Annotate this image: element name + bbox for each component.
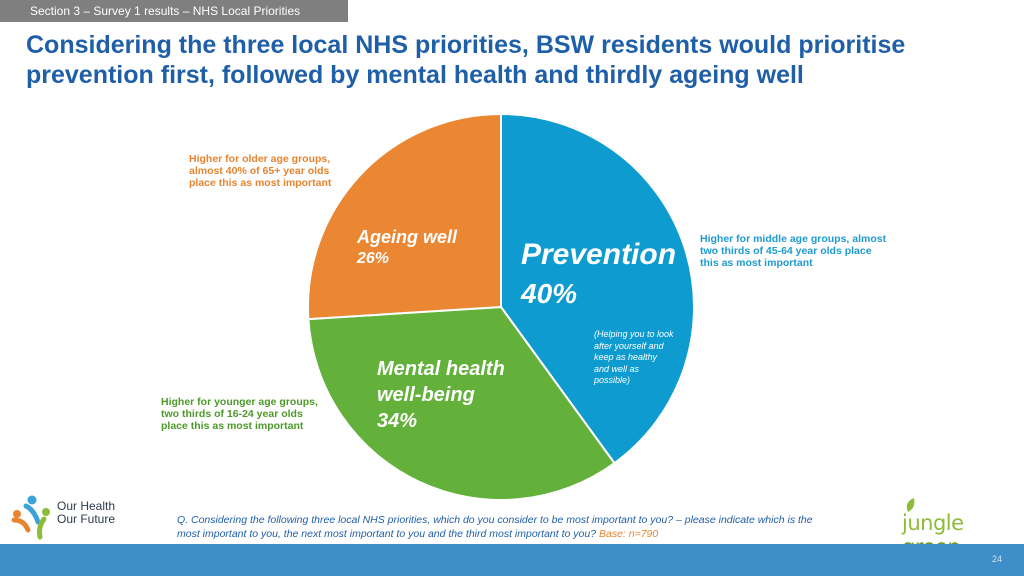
survey-question: Q. Considering the following three local… bbox=[177, 513, 837, 541]
mental-health-value: 34% bbox=[377, 410, 418, 432]
page-title: Considering the three local NHS prioriti… bbox=[26, 31, 906, 89]
slice-label-prevention: Prevention 40% bbox=[521, 238, 676, 310]
logo-left-line1: Our Health bbox=[57, 499, 116, 513]
note-prevention: Higher for middle age groups, almost two… bbox=[700, 233, 887, 269]
logo-left-line2: Our Future bbox=[57, 512, 116, 526]
ageing-well-value: 26% bbox=[357, 250, 390, 267]
pie-slice-prevention bbox=[500, 112, 695, 465]
note-mental-health: Higher for younger age groups, two third… bbox=[161, 396, 318, 432]
slice-label-ageing-well: Ageing well 26% bbox=[357, 227, 457, 268]
our-health-logo-icon bbox=[11, 495, 50, 540]
mental-health-name: Mental health well-being bbox=[377, 358, 505, 406]
our-health-logo-text: Our Health Our Future bbox=[57, 500, 115, 526]
logo-right-part1: jungle bbox=[902, 511, 964, 535]
question-text: Q. Considering the following three local… bbox=[177, 514, 813, 540]
pie-slice-ageing-well bbox=[307, 112, 502, 321]
prevention-value: 40% bbox=[521, 278, 578, 309]
pie-slice-mental-health-well-being bbox=[307, 305, 616, 501]
page-number: 24 bbox=[991, 554, 1002, 564]
base-count: Base: n=790 bbox=[598, 528, 659, 540]
slice-label-mental-health: Mental health well-being 34% bbox=[377, 356, 537, 434]
prevention-name: Prevention bbox=[521, 238, 677, 271]
ageing-well-name: Ageing well bbox=[357, 227, 458, 247]
section-tab: Section 3 – Survey 1 results – NHS Local… bbox=[0, 0, 348, 22]
footer-bar bbox=[0, 544, 1024, 576]
jungle-green-leaf-icon bbox=[906, 498, 915, 512]
prevention-sublabel: (Helping you to look after yourself and … bbox=[594, 329, 674, 385]
note-ageing-well: Higher for older age groups, almost 40% … bbox=[189, 153, 332, 189]
